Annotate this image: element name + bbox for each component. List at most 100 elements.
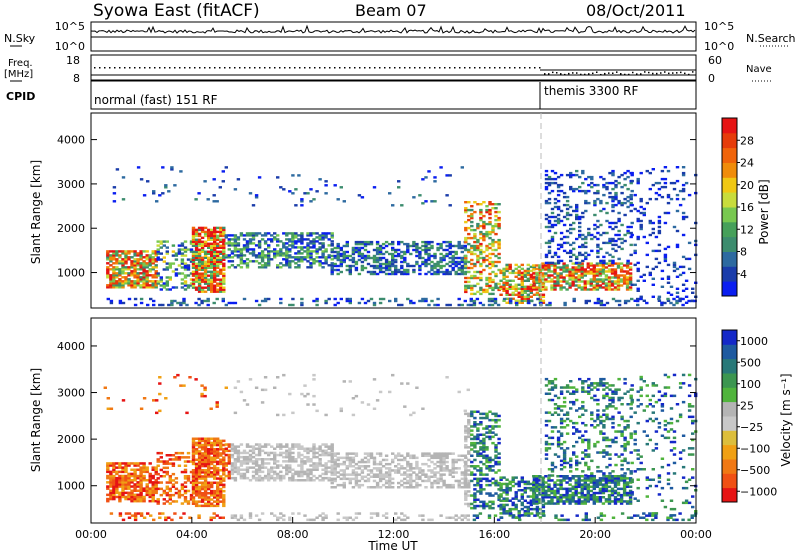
nave-dot (632, 71, 634, 74)
data-cell (233, 248, 238, 251)
data-cell (418, 264, 422, 268)
data-cell (375, 266, 380, 270)
data-cell (207, 496, 211, 499)
data-cell (191, 502, 196, 505)
data-cell (186, 286, 191, 289)
data-cell (400, 303, 404, 307)
data-cell (494, 460, 498, 464)
data-cell (482, 226, 486, 230)
data-cell (222, 502, 226, 505)
data-cell (467, 418, 471, 422)
data-cell (189, 260, 194, 263)
data-cell (427, 170, 431, 173)
data-cell (174, 456, 179, 459)
data-cell (186, 268, 191, 271)
data-cell (162, 284, 166, 287)
data-cell (133, 493, 137, 497)
data-cell (118, 286, 122, 289)
data-cell (479, 441, 483, 445)
data-cell (571, 284, 575, 287)
data-cell (212, 200, 216, 203)
data-cell (684, 215, 689, 219)
data-cell (306, 468, 310, 471)
data-cell (421, 471, 425, 474)
data-cell (517, 499, 521, 502)
data-cell (357, 467, 362, 470)
data-cell (312, 451, 316, 455)
data-cell (156, 477, 160, 480)
data-cell (162, 244, 166, 247)
data-cell (544, 255, 549, 259)
data-cell (288, 479, 292, 482)
data-cell (626, 261, 630, 265)
data-cell (210, 494, 214, 497)
data-cell (553, 286, 557, 289)
data-cell (430, 456, 434, 460)
data-cell (378, 246, 383, 250)
data-cell (406, 475, 410, 478)
data-cell (433, 479, 437, 483)
data-cell (206, 299, 210, 303)
data-cell (623, 299, 628, 303)
data-cell (442, 460, 446, 464)
data-cell (216, 234, 220, 238)
data-cell (391, 242, 395, 246)
data-cell (457, 483, 461, 487)
data-cell (445, 467, 449, 470)
data-cell (593, 191, 597, 195)
data-cell (476, 410, 480, 413)
data-cell (574, 280, 578, 283)
data-cell (127, 266, 131, 269)
data-cell (245, 451, 250, 455)
data-cell (257, 232, 262, 235)
data-cell (538, 501, 543, 505)
data-cell (279, 250, 283, 253)
data-cell (556, 282, 560, 285)
data-cell (433, 262, 437, 266)
data-cell (300, 297, 304, 301)
data-cell (130, 481, 134, 484)
data-cell (479, 208, 483, 212)
nave-dot (572, 72, 574, 74)
data-cell (614, 243, 618, 247)
data-cell (330, 232, 334, 235)
data-cell (485, 446, 489, 449)
data-cell (394, 250, 398, 254)
data-cell (633, 283, 637, 286)
data-cell (675, 197, 680, 201)
data-cell (505, 291, 509, 294)
power-frame (90, 112, 697, 309)
data-cell (502, 299, 506, 302)
data-cell (502, 491, 506, 494)
data-cell (106, 493, 110, 497)
data-cell (473, 450, 477, 453)
data-cell (168, 458, 172, 461)
data-cell (421, 202, 425, 205)
data-cell (502, 271, 506, 275)
data-cell (136, 264, 140, 267)
data-cell (473, 244, 477, 248)
data-cell (430, 486, 434, 489)
data-cell (197, 452, 202, 455)
data-cell (152, 190, 156, 193)
data-cell (342, 475, 346, 478)
data-cell (257, 447, 262, 450)
data-cell (639, 223, 643, 227)
data-cell (384, 462, 389, 466)
data-cell (391, 460, 395, 464)
data-cell (291, 468, 295, 471)
data-cell (633, 251, 637, 255)
data-cell (488, 210, 492, 214)
data-cell (363, 254, 368, 258)
data-cell (312, 464, 316, 467)
data-cell (263, 266, 268, 269)
data-cell (497, 456, 501, 460)
data-cell (514, 287, 518, 290)
data-cell (219, 262, 223, 265)
data-cell (378, 479, 383, 483)
data-cell (451, 460, 455, 464)
nave-tick-min: 0 (708, 72, 715, 85)
data-cell (415, 246, 419, 250)
data-cell (538, 266, 542, 269)
